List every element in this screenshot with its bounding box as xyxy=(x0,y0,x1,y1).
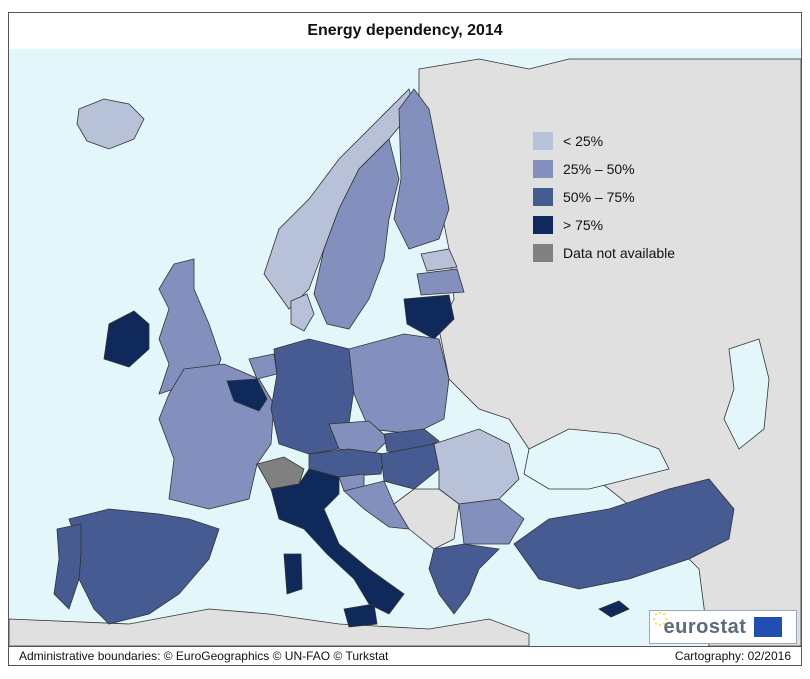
legend-item: > 75% xyxy=(533,211,713,239)
legend-label: 25% – 50% xyxy=(563,161,635,177)
legend-label: > 75% xyxy=(563,217,604,233)
region-romania xyxy=(433,428,520,505)
region-iceland xyxy=(76,98,145,150)
region-spain xyxy=(68,508,220,625)
legend-swatch xyxy=(533,188,553,206)
region-ireland xyxy=(103,310,150,368)
map-frame: Energy dependency, 2014 xyxy=(8,12,802,666)
footer-cartography: Cartography: 02/2016 xyxy=(674,649,791,663)
region-italy xyxy=(270,468,405,615)
legend-label: < 25% xyxy=(563,133,604,149)
region-finland xyxy=(393,88,450,250)
map-area: < 25% 25% – 50% 50% – 75% > 75% Data not… xyxy=(9,49,801,647)
region-czechia xyxy=(328,420,390,455)
region-denmark xyxy=(290,293,315,332)
legend-item: Data not available xyxy=(533,239,713,267)
map-title: Energy dependency, 2014 xyxy=(9,13,801,50)
landmass-north-africa xyxy=(9,608,530,646)
eurostat-logo: eurostat xyxy=(649,610,797,644)
caspian-sea xyxy=(723,338,770,450)
footer-attribution: Administrative boundaries: © EuroGeograp… xyxy=(19,649,389,663)
legend-swatch xyxy=(533,160,553,178)
legend-label: Data not available xyxy=(563,245,676,261)
region-hungary xyxy=(380,443,440,490)
region-sweden xyxy=(313,138,400,330)
region-switzerland xyxy=(256,456,305,490)
europe-map xyxy=(9,58,801,646)
region-estonia xyxy=(420,248,458,272)
legend: < 25% 25% – 50% 50% – 75% > 75% Data not… xyxy=(533,127,713,267)
region-sicily xyxy=(343,603,378,628)
region-lithuania xyxy=(403,294,455,340)
region-turkey xyxy=(513,478,735,590)
legend-swatch xyxy=(533,244,553,262)
region-bulgaria xyxy=(458,498,525,545)
region-portugal xyxy=(53,523,82,610)
black-sea xyxy=(523,428,670,490)
region-latvia xyxy=(416,268,465,296)
footer: Administrative boundaries: © EuroGeograp… xyxy=(9,646,801,666)
region-poland xyxy=(348,333,450,435)
region-sardinia xyxy=(283,553,303,595)
legend-swatch xyxy=(533,216,553,234)
logo-text: eurostat xyxy=(663,615,747,638)
region-greece xyxy=(428,543,500,615)
region-cyprus xyxy=(598,600,630,618)
legend-label: 50% – 75% xyxy=(563,189,635,205)
region-netherlands xyxy=(248,353,278,380)
region-belgium xyxy=(226,378,268,412)
region-balkans xyxy=(393,488,460,550)
legend-item: 50% – 75% xyxy=(533,183,713,211)
legend-item: 25% – 50% xyxy=(533,155,713,183)
legend-swatch xyxy=(533,132,553,150)
eu-flag-icon xyxy=(653,612,783,637)
legend-item: < 25% xyxy=(533,127,713,155)
